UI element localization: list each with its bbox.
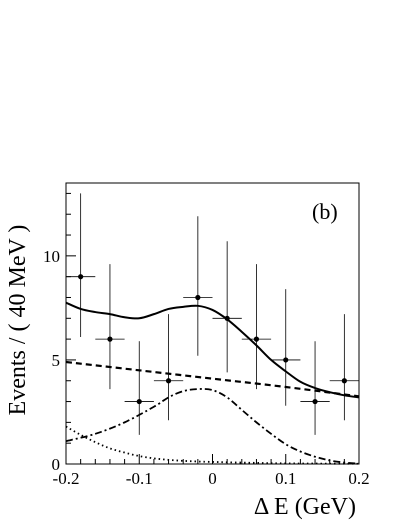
peaking-background-curve	[65, 425, 360, 465]
x-tick-label: 0	[208, 469, 217, 488]
axis-labels: (b) Δ E (GeV) Events / ( 40 MeV )	[5, 199, 356, 520]
background-curve	[65, 360, 360, 398]
data-point	[212, 241, 242, 373]
data-point	[300, 341, 330, 435]
data-point	[183, 216, 213, 356]
x-axis-label: Δ E (GeV)	[254, 494, 356, 520]
data-marker	[78, 274, 84, 280]
data-marker	[107, 336, 113, 342]
x-tick-label: -0.1	[126, 469, 153, 488]
data-point	[241, 264, 272, 390]
data-marker	[136, 398, 142, 405]
data-point	[95, 264, 125, 390]
data-point	[271, 289, 301, 406]
x-tick-label: 0.1	[275, 469, 296, 488]
data-point	[124, 341, 154, 435]
data-marker	[165, 378, 172, 384]
data-marker	[312, 398, 318, 405]
total-fit-curve	[65, 301, 360, 399]
data-marker	[224, 315, 230, 321]
x-tick-label: 0.2	[348, 469, 369, 488]
data-marker	[253, 336, 260, 342]
x-tick-label: -0.2	[53, 469, 80, 488]
data-point	[66, 193, 96, 338]
data-marker	[283, 357, 289, 363]
data-marker	[195, 294, 201, 301]
data-points	[66, 193, 359, 435]
signal-curve	[65, 388, 360, 465]
fit-curves	[65, 301, 360, 465]
data-point	[153, 314, 184, 421]
axis-ticks: -0.2 -0.1 0 0.1 0.2 0 5 10	[43, 192, 370, 488]
y-tick-label: 10	[43, 247, 60, 266]
data-point	[329, 314, 359, 421]
panel-label: (b)	[312, 199, 338, 224]
y-axis-label: Events / ( 40 MeV )	[5, 225, 31, 416]
y-tick-label: 5	[52, 351, 61, 370]
data-marker	[341, 378, 347, 384]
y-tick-label: 0	[52, 455, 61, 474]
